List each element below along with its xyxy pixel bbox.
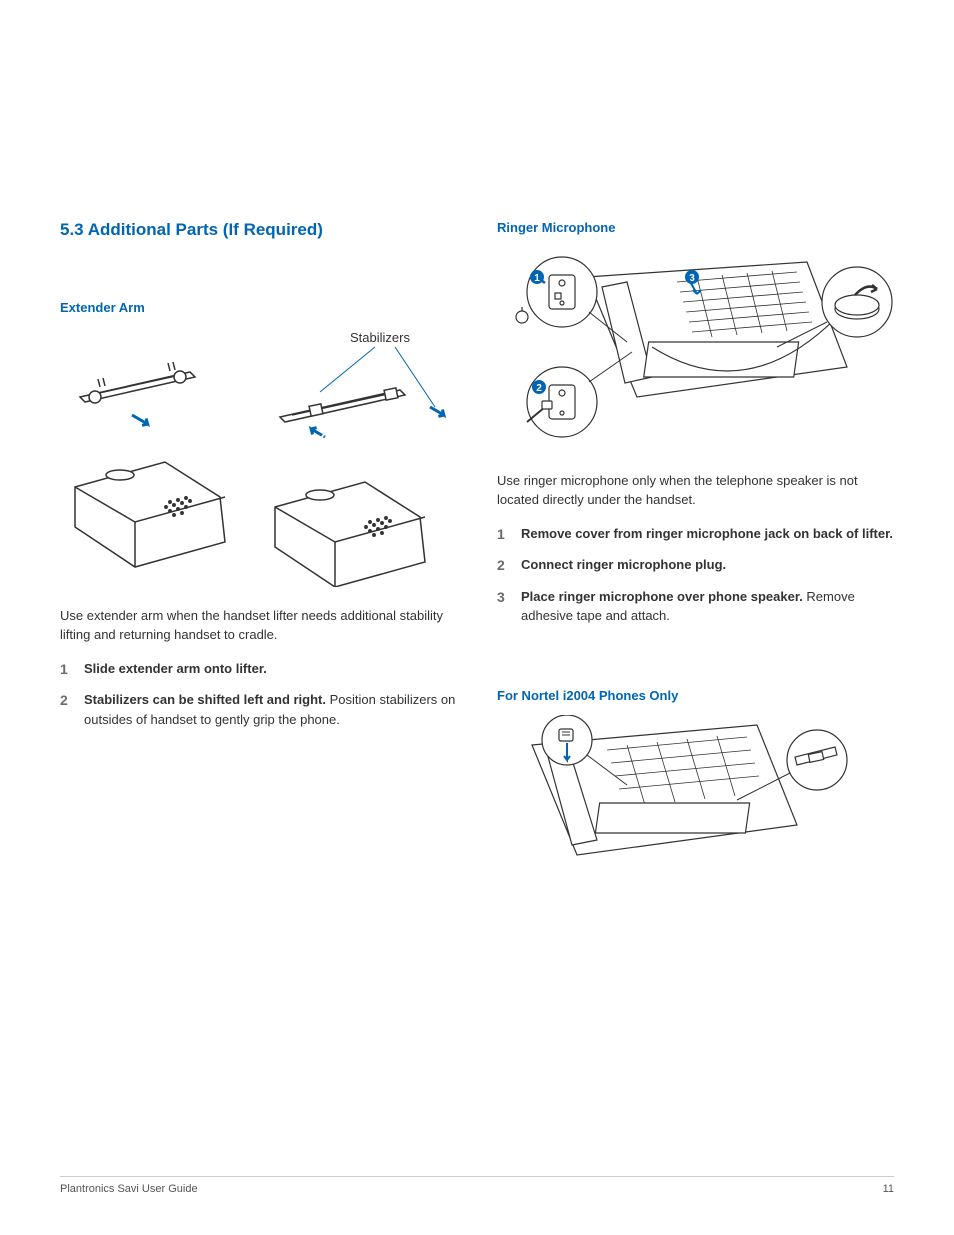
section-title: 5.3 Additional Parts (If Required) [60, 220, 457, 240]
footer-title: Plantronics Savi User Guide [60, 1183, 198, 1195]
extender-arm-heading: Extender Arm [60, 300, 457, 315]
ringer-step-3: Place ringer microphone over phone speak… [497, 587, 894, 626]
nortel-heading: For Nortel i2004 Phones Only [497, 688, 894, 703]
svg-text:1: 1 [534, 273, 540, 284]
page-number: 11 [883, 1183, 894, 1195]
extender-steps: Slide extender arm onto lifter. Stabiliz… [60, 659, 457, 730]
page-footer: Plantronics Savi User Guide 11 [60, 1176, 894, 1195]
svg-text:2: 2 [536, 383, 542, 394]
ringer-heading: Ringer Microphone [497, 220, 894, 235]
extender-step-2: Stabilizers can be shifted left and righ… [60, 690, 457, 729]
extender-step-1: Slide extender arm onto lifter. [60, 659, 457, 679]
extender-desc: Use extender arm when the handset lifter… [60, 607, 457, 645]
stabilizers-label: Stabilizers [350, 330, 410, 345]
nortel-figure [497, 715, 894, 875]
ringer-desc: Use ringer microphone only when the tele… [497, 472, 894, 510]
ringer-steps: Remove cover from ringer microphone jack… [497, 524, 894, 626]
ringer-figure: 1 2 [497, 247, 894, 452]
extender-arm-figure: Stabilizers [60, 327, 457, 587]
ringer-step-2: Connect ringer microphone plug. [497, 555, 894, 575]
ringer-step-1: Remove cover from ringer microphone jack… [497, 524, 894, 544]
